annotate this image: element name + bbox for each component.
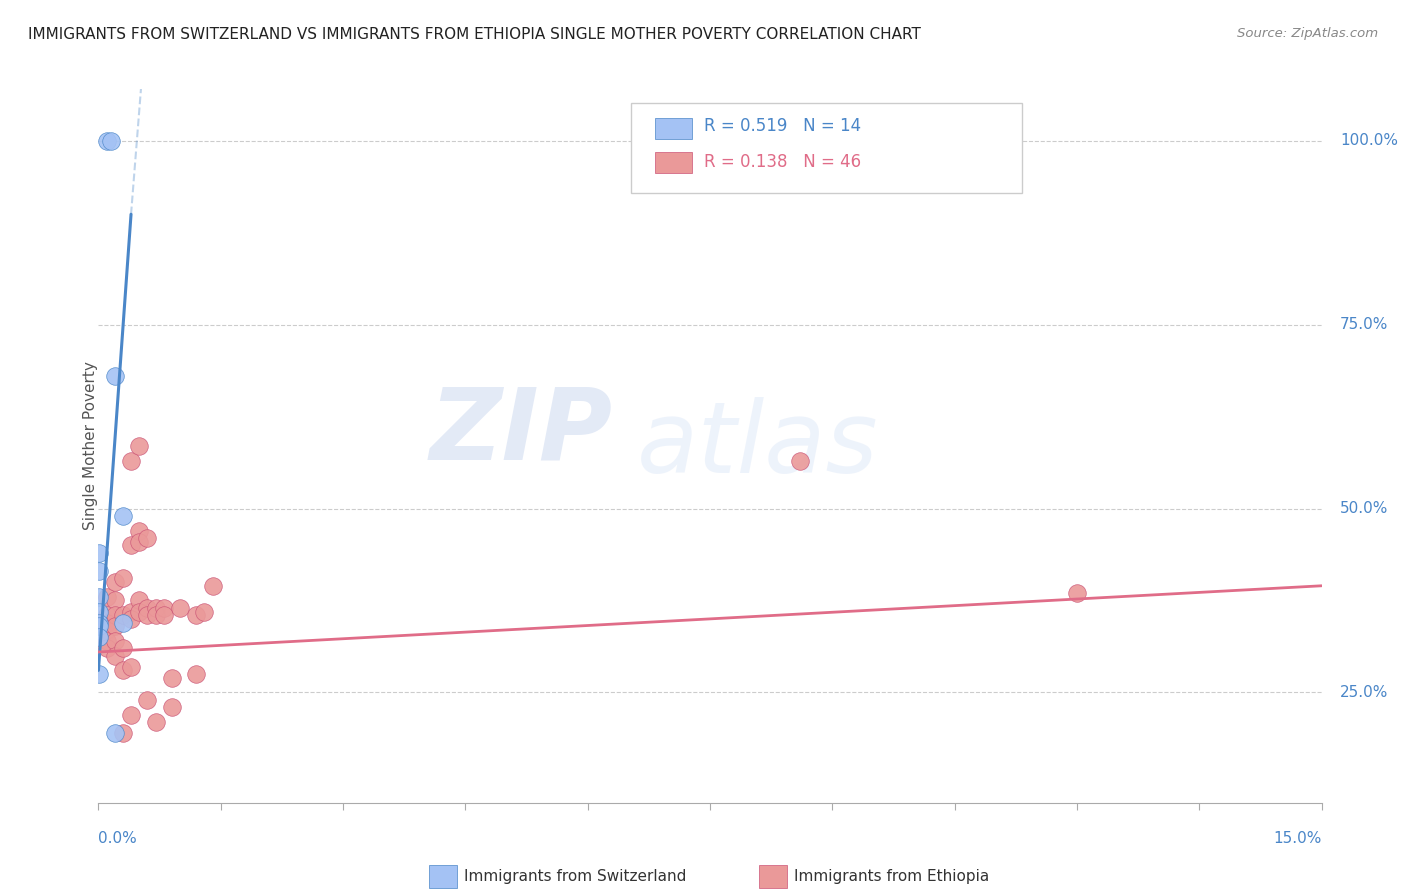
Point — [96, 634, 118, 648]
Point — [111, 608, 134, 623]
Point — [1066, 586, 1088, 600]
Text: 50.0%: 50.0% — [1340, 501, 1388, 516]
Point — [89, 590, 111, 604]
Point — [120, 612, 142, 626]
Text: 100.0%: 100.0% — [1340, 133, 1398, 148]
Point — [128, 605, 150, 619]
Text: Immigrants from Ethiopia: Immigrants from Ethiopia — [794, 870, 990, 884]
Point — [160, 671, 183, 685]
Point — [186, 667, 208, 681]
Point — [120, 707, 142, 722]
Point — [128, 439, 150, 453]
Point — [152, 600, 174, 615]
Point — [111, 615, 134, 630]
Bar — [655, 152, 692, 173]
Point — [201, 579, 224, 593]
Point — [89, 615, 111, 630]
Point — [96, 608, 118, 623]
Point — [89, 546, 111, 560]
Point — [104, 369, 127, 384]
Point — [96, 623, 118, 637]
Point — [104, 608, 127, 623]
Y-axis label: Single Mother Poverty: Single Mother Poverty — [83, 361, 97, 531]
Point — [104, 648, 127, 663]
Bar — [655, 118, 692, 139]
Text: 15.0%: 15.0% — [1274, 831, 1322, 847]
Point — [100, 134, 122, 148]
Text: R = 0.138   N = 46: R = 0.138 N = 46 — [704, 153, 860, 171]
Text: atlas: atlas — [637, 398, 879, 494]
Point — [89, 564, 111, 578]
Point — [160, 700, 183, 714]
Point — [89, 619, 111, 633]
Point — [145, 714, 167, 729]
Point — [104, 619, 127, 633]
Point — [120, 659, 142, 673]
Point — [128, 524, 150, 538]
Point — [789, 453, 811, 467]
Point — [89, 605, 111, 619]
Point — [136, 600, 159, 615]
Point — [111, 664, 134, 678]
Point — [136, 608, 159, 623]
Point — [128, 593, 150, 607]
Text: Immigrants from Switzerland: Immigrants from Switzerland — [464, 870, 686, 884]
Point — [120, 538, 142, 552]
Point — [111, 571, 134, 585]
Point — [145, 608, 167, 623]
Point — [145, 600, 167, 615]
Point — [169, 600, 191, 615]
Point — [193, 605, 215, 619]
Point — [104, 575, 127, 590]
Point — [152, 608, 174, 623]
Point — [186, 608, 208, 623]
Text: Source: ZipAtlas.com: Source: ZipAtlas.com — [1237, 27, 1378, 40]
FancyBboxPatch shape — [630, 103, 1022, 193]
Point — [128, 534, 150, 549]
Text: ZIP: ZIP — [429, 384, 612, 480]
Point — [89, 630, 111, 644]
Point — [96, 615, 118, 630]
Point — [104, 726, 127, 740]
Point — [111, 508, 134, 523]
Point — [96, 641, 118, 656]
Text: IMMIGRANTS FROM SWITZERLAND VS IMMIGRANTS FROM ETHIOPIA SINGLE MOTHER POVERTY CO: IMMIGRANTS FROM SWITZERLAND VS IMMIGRANT… — [28, 27, 921, 42]
Point — [136, 531, 159, 545]
Point — [111, 641, 134, 656]
Point — [120, 605, 142, 619]
Text: 25.0%: 25.0% — [1340, 685, 1388, 700]
Point — [96, 134, 118, 148]
Point — [89, 667, 111, 681]
Point — [96, 590, 118, 604]
Text: 0.0%: 0.0% — [98, 831, 138, 847]
Point — [111, 726, 134, 740]
Point — [104, 634, 127, 648]
Point — [104, 593, 127, 607]
Point — [120, 453, 142, 467]
Point — [136, 693, 159, 707]
Text: R = 0.519   N = 14: R = 0.519 N = 14 — [704, 118, 860, 136]
Text: 75.0%: 75.0% — [1340, 318, 1388, 332]
